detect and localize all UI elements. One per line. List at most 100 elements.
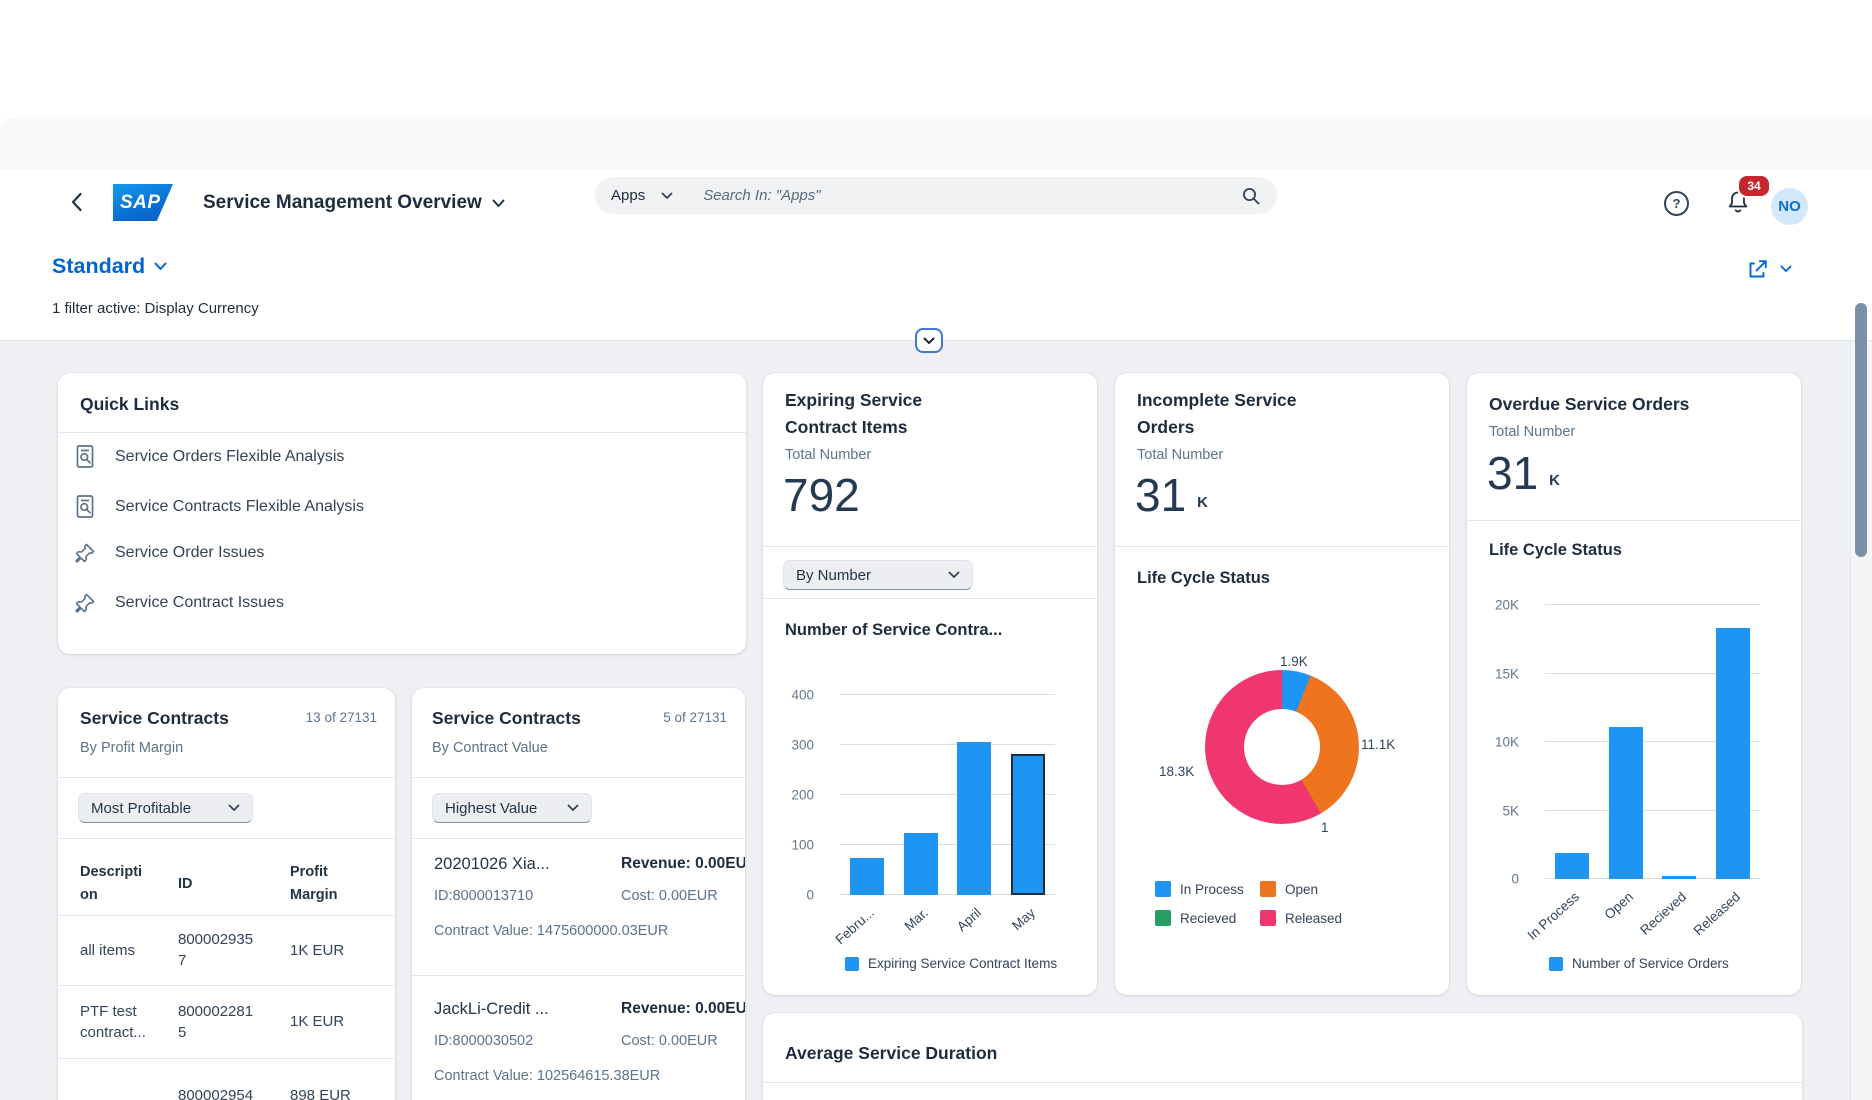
bar-Recieved[interactable] [1662, 875, 1697, 879]
divider [58, 1058, 395, 1059]
contract-revenue: Revenue: 0.00EUR [621, 1000, 745, 1017]
search-scope-label: Apps [611, 187, 646, 204]
sort-selector-dropdown[interactable]: Highest Value [432, 793, 592, 823]
metric-number: 31 [1487, 447, 1539, 499]
help-button[interactable]: ? [1664, 191, 1689, 216]
quick-link-label: Service Orders Flexible Analysis [115, 447, 345, 465]
chevron-left-icon [70, 192, 83, 212]
metric-unit: K [1549, 472, 1561, 489]
view-selector-dropdown[interactable]: By Number [783, 560, 973, 590]
quick-links-card: Quick Links Service Orders Flexible Anal… [58, 373, 746, 654]
bar-May[interactable] [1011, 753, 1046, 895]
x-tick-label: Febru... [832, 905, 877, 948]
quick-link-service-contracts-flexible-analysis[interactable]: Service Contracts Flexible Analysis [73, 493, 364, 520]
gridline [840, 744, 1055, 745]
scrollbar-thumb[interactable] [1855, 303, 1867, 557]
card-count: 13 of 27131 [305, 710, 377, 725]
legend-label: Number of Service Orders [1572, 956, 1729, 971]
list-item[interactable]: JackLi-Credit ... Revenue: 0.00EUR ID:80… [434, 1000, 745, 1100]
y-tick-label: 100 [791, 837, 814, 853]
incomplete-service-orders-card: Incomplete Service Orders Total Number 3… [1115, 373, 1449, 995]
divider [1115, 546, 1449, 547]
gridline [840, 794, 1055, 795]
back-button[interactable] [70, 192, 83, 212]
average-service-duration-card: Average Service Duration [763, 1013, 1802, 1100]
card-title: Overdue Service Orders [1489, 394, 1690, 414]
cell-id: 800002954 [178, 1087, 254, 1100]
contract-id: ID:8000030502 [434, 1033, 534, 1049]
bar-April[interactable] [957, 741, 992, 895]
metric-number: 792 [783, 469, 860, 521]
search-scope-selector[interactable]: Apps [611, 187, 673, 204]
legend-swatch [1549, 956, 1563, 971]
quick-link-service-orders-flexible-analysis[interactable]: Service Orders Flexible Analysis [73, 443, 344, 470]
card-title: Quick Links [80, 394, 180, 414]
gridline [1545, 741, 1760, 742]
legend-label: Open [1285, 881, 1319, 897]
metric-value: 31 K [1487, 449, 1560, 497]
list-item[interactable]: 20201026 Xia... Revenue: 0.00EUR ID:8000… [434, 855, 745, 965]
donut-label-recieved: 1 [1321, 820, 1329, 835]
quick-link-label: Service Contract Issues [115, 594, 284, 611]
variant-selector[interactable]: Standard [52, 254, 167, 279]
selected-option: By Number [796, 566, 872, 584]
gridline [840, 894, 1055, 895]
divider [1467, 520, 1801, 521]
bar-In Process[interactable] [1554, 852, 1589, 879]
legend-in-process: In Process [1155, 881, 1244, 897]
question-mark-icon: ? [1672, 196, 1681, 211]
gridline [840, 694, 1055, 695]
share-menu[interactable] [1746, 258, 1792, 280]
contract-value: Contract Value: 102564615.38EUR [434, 1068, 661, 1084]
metric-value: 792 [783, 471, 860, 519]
window-dot [55, 252, 71, 268]
sap-logo[interactable]: SAP [113, 184, 173, 221]
sort-selector-dropdown[interactable]: Most Profitable [78, 793, 253, 823]
bar-Released[interactable] [1716, 628, 1751, 879]
metric-number: 31 [1135, 469, 1187, 521]
avatar[interactable]: NO [1771, 188, 1808, 225]
x-tick-label: Open [1601, 889, 1636, 923]
quick-link-service-contract-issues[interactable]: Service Contract Issues [73, 591, 284, 615]
life-cycle-donut-chart[interactable] [1205, 670, 1359, 824]
y-tick-label: 5K [1502, 803, 1519, 818]
plot-area: Febru... Mar. April May [832, 694, 1055, 947]
filter-info: 1 filter active: Display Currency [52, 300, 259, 317]
collapse-header-button[interactable] [915, 328, 943, 353]
contract-value: Contract Value: 1475600000.03EUR [434, 923, 669, 939]
divider [58, 432, 746, 433]
y-tick-label: 300 [791, 737, 814, 753]
y-tick-label: 0 [1511, 871, 1519, 887]
divider [58, 838, 395, 839]
chevron-down-icon [492, 199, 505, 208]
legend-swatch [1260, 910, 1276, 926]
divider [412, 838, 745, 839]
search-icon[interactable] [1241, 186, 1261, 206]
legend-swatch [1155, 910, 1171, 926]
bar-Mar.[interactable] [903, 832, 938, 895]
table-row[interactable]: PTF test contract... 8000022815 1K EUR [58, 985, 395, 1058]
share-icon [1746, 258, 1768, 280]
card-title: Service Contracts [432, 708, 581, 728]
overdue-service-orders-card: Overdue Service Orders Total Number 31 K… [1467, 373, 1801, 995]
bar-Open[interactable] [1608, 726, 1643, 879]
y-axis: 0 5K 10K 15K 20K [1467, 598, 1532, 887]
cell-description: PTF test contract... [80, 1002, 146, 1041]
x-tick-label: May [1009, 905, 1039, 934]
y-tick-label: 10K [1494, 734, 1519, 750]
bar-Febru...[interactable] [849, 857, 884, 895]
app-title-menu[interactable]: Service Management Overview [203, 190, 505, 216]
expiring-bar-chart: 0 100 200 300 400 Febru... Mar. April May [763, 688, 1097, 968]
gridline [1545, 809, 1760, 811]
donut-label-released: 18.3K [1159, 764, 1195, 779]
table-row[interactable]: 800002954 898 EUR [58, 1058, 395, 1100]
contract-cost: Cost: 0.00EUR [621, 1033, 718, 1049]
chart-title: Number of Service Contra... [785, 621, 1003, 639]
quick-link-service-order-issues[interactable]: Service Order Issues [73, 541, 264, 565]
donut-label-in-process: 1.9K [1280, 654, 1308, 669]
search-input[interactable] [701, 186, 1241, 205]
table-row[interactable]: all items 8000029357 1K EUR [58, 915, 395, 985]
column-header-id: ID [178, 875, 193, 892]
x-tick-label: Mar. [901, 905, 931, 934]
